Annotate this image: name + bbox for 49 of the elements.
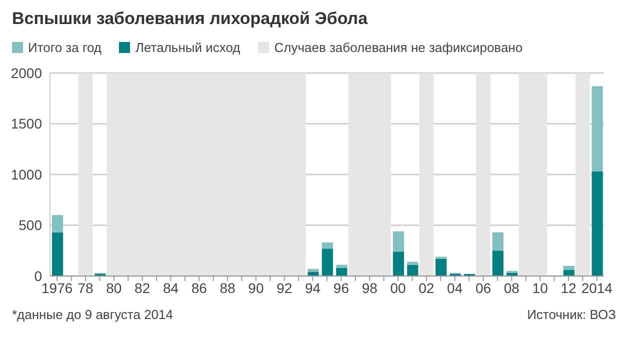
y-tick-label: 1500 (10, 116, 42, 132)
y-tick-label: 2000 (10, 64, 42, 81)
x-tick-label: 92 (276, 280, 292, 296)
bar (392, 231, 404, 252)
x-tick-label: 1976 (42, 280, 73, 296)
y-tick-label: 0 (34, 268, 42, 284)
bar (308, 268, 319, 272)
x-tick-label: 78 (78, 280, 94, 296)
legend-label: Летальный исход (135, 40, 240, 54)
legend-label: Итого за год (28, 40, 102, 54)
x-tick-label: 2014 (581, 280, 613, 296)
x-tick-label: 00 (390, 280, 406, 296)
bar (563, 266, 574, 270)
bar (492, 250, 504, 276)
bar (52, 232, 64, 276)
bar (407, 264, 418, 276)
bar (563, 270, 574, 276)
y-tick-label: 500 (18, 217, 42, 234)
chart-title: Вспышки заболевания лихорадкой Эбола (11, 8, 369, 30)
legend-label: Случаев заболевания не зафиксировано (274, 40, 523, 54)
x-tick-label: 84 (162, 280, 179, 296)
bar (436, 258, 447, 276)
x-tick-label: 88 (220, 280, 236, 296)
bar (336, 268, 348, 276)
bar (322, 242, 333, 249)
x-tick-label: 12 (560, 280, 576, 296)
x-tick-label: 90 (248, 280, 264, 296)
x-tick-label: 02 (418, 280, 434, 296)
x-tick-label: 94 (305, 280, 321, 296)
bar (52, 215, 64, 232)
bar (592, 86, 603, 172)
bar (592, 171, 603, 276)
text: Источник: ВОЗ (527, 307, 616, 322)
x-tick-label: 80 (106, 280, 122, 296)
x-tick-label: 98 (362, 280, 378, 296)
x-tick-label: 08 (504, 280, 520, 296)
x-tick-label: 96 (333, 280, 350, 296)
x-tick-label: 10 (532, 280, 548, 296)
bar (322, 248, 333, 276)
y-tick-label: 1000 (10, 166, 42, 182)
x-tick-label: 82 (134, 280, 150, 296)
bar (336, 264, 348, 268)
bar (492, 232, 504, 251)
bar (392, 252, 404, 276)
x-tick-label: 86 (191, 280, 208, 296)
x-tick-label: 04 (447, 280, 463, 296)
bar (407, 262, 418, 265)
x-tick-label: 06 (475, 280, 492, 296)
text: *данные до 9 августа 2014 (12, 307, 173, 322)
